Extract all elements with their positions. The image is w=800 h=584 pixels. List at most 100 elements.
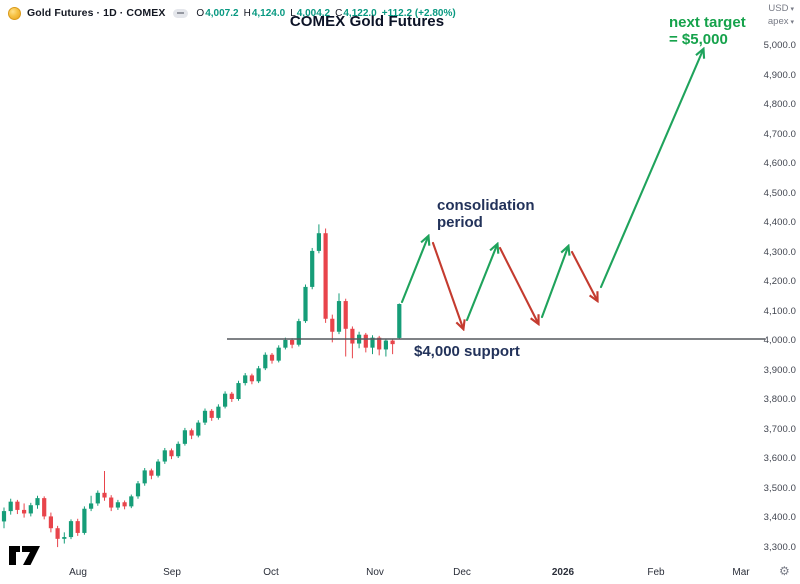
- down-arrow[interactable]: [570, 250, 597, 300]
- candle: [276, 345, 281, 363]
- candle: [303, 284, 308, 323]
- time-axis-label: 2026: [551, 567, 575, 578]
- target-annotation[interactable]: next target = $5,000: [669, 14, 746, 48]
- candle: [8, 498, 13, 515]
- candle: [390, 338, 395, 355]
- time-axis-label: Mar: [732, 567, 750, 578]
- candle: [216, 404, 221, 420]
- candle: [68, 519, 74, 540]
- candle: [256, 365, 261, 384]
- price-axis-label: 4,700.0: [763, 128, 796, 140]
- time-axis-label: Dec: [453, 567, 471, 578]
- candle: [22, 503, 27, 518]
- candle: [75, 518, 80, 536]
- symbol-header: Gold Futures · 1D · COMEX O 4,007.2 H 4,12…: [0, 0, 756, 26]
- support-annotation[interactable]: $4,000 support: [414, 343, 520, 360]
- candle: [269, 352, 275, 364]
- candle: [236, 380, 241, 401]
- price-axis-label: 4,000.0: [763, 335, 796, 346]
- candle: [35, 495, 40, 509]
- candle: [142, 468, 147, 486]
- candle: [189, 428, 194, 440]
- candle: [336, 293, 342, 335]
- trend-arrows: [400, 50, 703, 328]
- candle: [95, 490, 100, 506]
- price-axis-label: 3,600.0: [763, 453, 796, 464]
- candle: [62, 532, 67, 544]
- price-axis-label: 3,300.0: [763, 541, 796, 553]
- high-value: 4,124.0: [251, 7, 286, 19]
- close-value: 4,122.0: [343, 7, 377, 19]
- candle: [316, 224, 321, 254]
- chevron-down-icon: ▾: [790, 6, 794, 13]
- scale-mode-button[interactable]: apex ▾: [767, 16, 794, 27]
- consolidation-annotation[interactable]: consolidation period: [437, 197, 535, 231]
- candle: [370, 335, 375, 355]
- price-axis-label: 4,400.0: [763, 217, 796, 228]
- candle: [162, 447, 167, 464]
- currency-button[interactable]: USD ▾: [768, 3, 794, 14]
- candles: [1, 224, 402, 548]
- candle: [330, 314, 335, 343]
- candle: [1, 507, 7, 529]
- up-arrow[interactable]: [540, 247, 568, 319]
- price-axis-label: 3,900.0: [763, 364, 796, 376]
- price-axis-label: 4,300.0: [763, 246, 796, 258]
- down-arrow[interactable]: [498, 246, 538, 323]
- candle: [383, 338, 388, 357]
- candle: [296, 318, 301, 347]
- up-arrow[interactable]: [599, 50, 703, 289]
- ohlc-readout: O 4,007.2 H 4,124.0 L 4,004.2 C 4,122.0 +112…: [196, 8, 455, 19]
- chart-title: COMEX Gold Futures: [289, 13, 445, 30]
- low-value: 4,004.2: [296, 7, 331, 19]
- time-axis-label: Feb: [647, 567, 665, 578]
- candle: [82, 506, 87, 535]
- price-axis-label: 4,600.0: [763, 158, 796, 169]
- candle: [196, 420, 201, 438]
- candle: [129, 494, 134, 509]
- gold-symbol-icon: [8, 6, 21, 20]
- time-axis-label: Sep: [163, 567, 181, 578]
- candle: [169, 448, 174, 460]
- gear-icon[interactable]: ⚙: [779, 564, 790, 578]
- candle: [223, 391, 228, 409]
- candle: [55, 525, 60, 548]
- tradingview-logo[interactable]: [8, 544, 44, 571]
- price-axis-label: 3,400.0: [763, 512, 796, 523]
- up-arrow[interactable]: [400, 237, 428, 304]
- candle: [249, 373, 254, 385]
- low-label: L: [290, 7, 296, 19]
- candle: [149, 468, 154, 480]
- high-label: H: [243, 7, 251, 19]
- price-axis-label: 3,500.0: [763, 482, 796, 494]
- symbol-title[interactable]: Gold Futures · 1D · COMEX: [27, 7, 166, 19]
- candle: [122, 500, 127, 510]
- candle: [109, 495, 114, 512]
- candle: [176, 441, 181, 458]
- close-label: C: [335, 7, 343, 19]
- candle: [115, 499, 120, 510]
- price-axis-label: 5,000.0: [763, 40, 796, 51]
- symbol-menu-icon[interactable]: [173, 8, 189, 18]
- down-arrow[interactable]: [431, 241, 463, 328]
- price-axis-label: 3,700.0: [763, 423, 796, 435]
- candle: [290, 338, 295, 349]
- price-axis-label: 4,500.0: [763, 187, 796, 199]
- candle: [135, 481, 141, 499]
- time-axis-label: Nov: [366, 567, 384, 578]
- up-arrow[interactable]: [465, 245, 497, 322]
- candle: [243, 373, 248, 386]
- price-axis-label: 4,800.0: [763, 99, 796, 110]
- candle: [202, 408, 208, 425]
- time-axis-label: Aug: [69, 567, 87, 578]
- price-axis-label: 3,800.0: [763, 394, 796, 405]
- chevron-down-icon: ▾: [790, 19, 794, 26]
- candle: [350, 326, 355, 359]
- change-value: +112.2 (+2.80%): [381, 7, 456, 19]
- candle: [89, 495, 94, 512]
- candle: [397, 303, 402, 339]
- candle: [343, 298, 348, 357]
- candle: [263, 352, 268, 371]
